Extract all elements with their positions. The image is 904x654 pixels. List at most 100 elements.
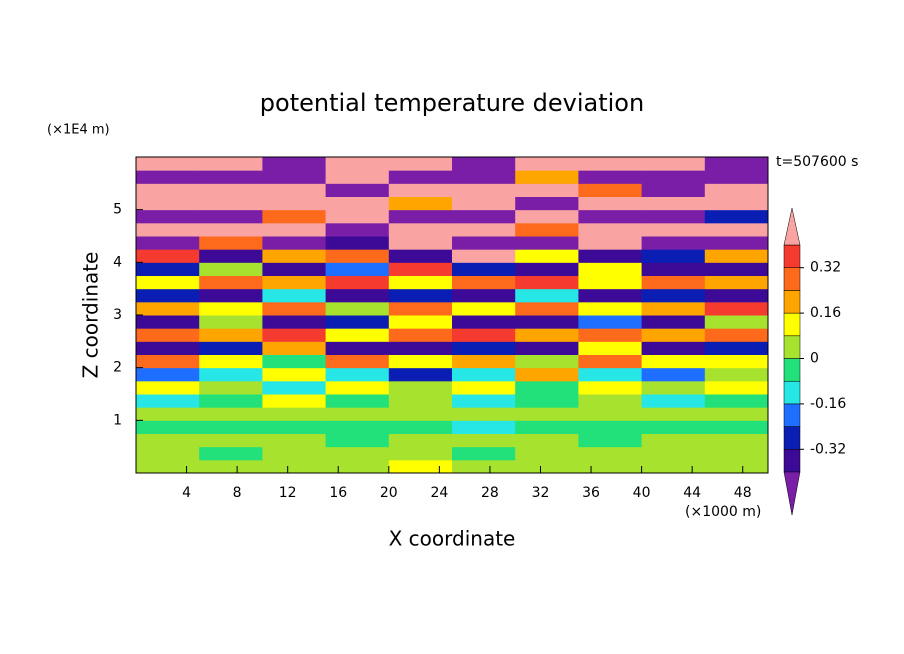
field-cell bbox=[325, 288, 390, 303]
x-tick-label: 8 bbox=[233, 485, 242, 501]
field-cell bbox=[262, 301, 327, 316]
field-cell bbox=[704, 209, 769, 224]
colorbar-tick-label: -0.16 bbox=[810, 396, 846, 412]
field-cell bbox=[578, 380, 643, 395]
field-cell bbox=[704, 433, 769, 448]
field-cell bbox=[452, 315, 516, 329]
field-cell bbox=[578, 394, 643, 408]
field-cell bbox=[262, 209, 327, 224]
field-cell bbox=[515, 209, 579, 224]
field-cell bbox=[388, 222, 453, 237]
field-cell bbox=[452, 394, 516, 408]
field-cell bbox=[199, 328, 263, 342]
field-cell bbox=[704, 420, 769, 434]
field-cell bbox=[641, 354, 706, 369]
field-cell bbox=[199, 394, 263, 408]
field-cell bbox=[704, 394, 769, 408]
field-cell bbox=[578, 196, 643, 211]
field-cell bbox=[136, 394, 200, 408]
field-cell bbox=[262, 446, 327, 461]
field-cell bbox=[388, 301, 453, 316]
field-cell bbox=[578, 420, 643, 434]
field-cell bbox=[641, 420, 706, 434]
colorbar-tick-label: -0.32 bbox=[810, 441, 846, 457]
x-unit: (×1000 m) bbox=[685, 504, 761, 520]
field-cell bbox=[262, 459, 327, 474]
field-cell bbox=[515, 354, 579, 369]
field-cell bbox=[199, 420, 263, 434]
field-cell bbox=[388, 157, 453, 171]
field-cell bbox=[325, 183, 390, 197]
field-cell bbox=[515, 262, 579, 276]
field-cell bbox=[199, 446, 263, 461]
field-cell bbox=[515, 222, 579, 237]
field-cell bbox=[136, 301, 200, 316]
field-cell bbox=[515, 459, 579, 474]
field-cell bbox=[452, 196, 516, 211]
field-cell bbox=[704, 341, 769, 355]
field-cell bbox=[325, 354, 390, 369]
field-cell bbox=[199, 236, 263, 250]
field-cell bbox=[704, 170, 769, 184]
field-cell bbox=[578, 157, 643, 171]
field-cell bbox=[641, 459, 706, 474]
field-cell bbox=[704, 328, 769, 342]
x-tick-label: 32 bbox=[532, 485, 550, 501]
field-cell bbox=[704, 288, 769, 303]
field-cell bbox=[515, 183, 579, 197]
field-cell bbox=[578, 236, 643, 250]
field-cell bbox=[136, 222, 200, 237]
field-cell bbox=[515, 394, 579, 408]
field-cell bbox=[262, 183, 327, 197]
field-cell bbox=[388, 236, 453, 250]
field-cell bbox=[136, 367, 200, 382]
field-cell bbox=[452, 354, 516, 369]
field-cell bbox=[262, 420, 327, 434]
field-cell bbox=[515, 367, 579, 382]
field-cell bbox=[388, 288, 453, 303]
colorbar-segment bbox=[783, 335, 801, 359]
field-cell bbox=[641, 170, 706, 184]
colorbar-segment bbox=[783, 244, 801, 268]
field-cell bbox=[641, 301, 706, 316]
field-cell bbox=[704, 262, 769, 276]
field-cell bbox=[704, 301, 769, 316]
field-cell bbox=[325, 209, 390, 224]
field-cell bbox=[578, 301, 643, 316]
field-cell bbox=[452, 420, 516, 434]
field-cell bbox=[641, 262, 706, 276]
field-cell bbox=[199, 288, 263, 303]
field-cell bbox=[325, 459, 390, 474]
field-cell bbox=[388, 183, 453, 197]
field-cell bbox=[578, 315, 643, 329]
x-tick-label: 24 bbox=[430, 485, 448, 501]
field-cell bbox=[262, 157, 327, 171]
field-cell bbox=[452, 222, 516, 237]
field-cell bbox=[515, 328, 579, 342]
field-cell bbox=[199, 275, 263, 290]
field-cell bbox=[199, 433, 263, 448]
field-cell bbox=[136, 275, 200, 290]
field-cell bbox=[388, 209, 453, 224]
field-cell bbox=[388, 315, 453, 329]
field-cell bbox=[199, 315, 263, 329]
field-cell bbox=[325, 262, 390, 276]
field-cell bbox=[388, 249, 453, 263]
field-cell bbox=[136, 341, 200, 355]
field-cell bbox=[452, 183, 516, 197]
field-cell bbox=[262, 170, 327, 184]
y-unit: (×1E4 m) bbox=[47, 123, 110, 138]
colorbar-under bbox=[783, 471, 801, 516]
field-cell bbox=[515, 380, 579, 395]
field-cell bbox=[452, 170, 516, 184]
field-cell bbox=[515, 288, 579, 303]
field-cell bbox=[199, 459, 263, 474]
field-cell bbox=[515, 196, 579, 211]
field-cell bbox=[641, 315, 706, 329]
field-cell bbox=[578, 433, 643, 448]
field-cell bbox=[578, 275, 643, 290]
colorbar-segment bbox=[783, 449, 801, 473]
field-cell bbox=[578, 328, 643, 342]
field-cell bbox=[578, 459, 643, 474]
field-cell bbox=[325, 407, 390, 421]
